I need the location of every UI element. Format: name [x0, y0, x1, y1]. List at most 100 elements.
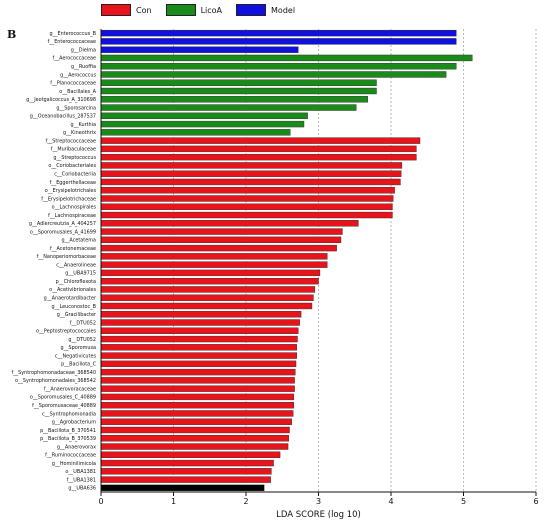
bar	[100, 286, 316, 293]
bar	[100, 120, 305, 128]
bar	[100, 302, 313, 310]
bar	[100, 162, 403, 169]
legend-swatch-licoa	[165, 4, 196, 16]
category-label: g__Acetatema	[61, 238, 96, 244]
x-tick-label: 0	[98, 497, 103, 506]
category-label: p__Chloroflexota	[56, 279, 96, 285]
legend: Con LicoA Model	[101, 4, 309, 16]
category-label: g__DTU052	[68, 337, 96, 343]
x-axis-title: LDA SCORE (log 10)	[276, 510, 361, 520]
legend-swatch-model	[236, 4, 267, 16]
bar	[100, 63, 457, 70]
bar	[100, 327, 299, 334]
bar	[100, 153, 417, 161]
bar	[100, 468, 272, 475]
category-label: f__Sporomusaceae_40889	[32, 403, 96, 409]
category-label: g__Dielma	[71, 47, 96, 53]
bar	[100, 418, 292, 425]
category-label: c__Coriobacteriia	[54, 171, 96, 177]
category-label: p__Bacillota_B_370541	[40, 428, 96, 434]
category-label: o__Bacillales_A	[59, 89, 96, 95]
x-tick-label: 3	[316, 497, 321, 506]
category-label: g__Ruoffia	[71, 64, 96, 70]
category-label: f__UBA1381	[67, 477, 96, 483]
category-label: o__Lachnospirales	[52, 205, 97, 211]
category-label: g__Adlercreutzia_A_404257	[29, 221, 96, 227]
bar	[100, 311, 302, 318]
category-label: f__Syntrophomonadaceae_368540	[12, 370, 97, 376]
bar	[100, 352, 297, 359]
bar	[100, 368, 296, 376]
legend-label-con: Con	[136, 5, 152, 15]
category-label: o__Peptostreptococcales	[36, 329, 96, 335]
legend-label-licoa: LicoA	[200, 5, 223, 15]
category-label: f__Streptococcaceae	[46, 138, 96, 144]
category-label: p__Bacillota_B_370539	[40, 436, 96, 442]
bar	[100, 385, 295, 392]
category-label: o__UBA1381	[65, 469, 96, 475]
bar	[100, 220, 359, 227]
bar	[100, 435, 289, 442]
legend-item-licoa: LicoA	[165, 4, 223, 16]
bar	[100, 195, 394, 202]
category-label: f__Muribaculaceae	[51, 147, 96, 153]
category-label: g__UBA636	[68, 486, 96, 492]
bar	[100, 211, 393, 219]
category-label: g__Sporomusa	[61, 345, 97, 351]
bar	[100, 277, 319, 285]
bar	[100, 46, 299, 53]
category-label: g__Sporosarcina	[56, 105, 96, 111]
bar	[100, 96, 368, 103]
bar	[100, 344, 297, 351]
category-label: f__Anaerovoracaceae	[44, 386, 96, 392]
category-label: g__Enterococcus_B	[49, 31, 96, 37]
bar	[100, 178, 401, 186]
bar	[100, 261, 328, 268]
category-label: g__Anaerovorax	[57, 444, 96, 450]
category-label: o__Sporomusales_A_41699	[30, 229, 96, 235]
bar	[100, 236, 342, 244]
bar	[100, 269, 321, 277]
category-label: f__Lachnospiraceae	[48, 213, 96, 219]
bar	[100, 137, 421, 144]
category-label: g__Aerococcus	[60, 72, 96, 78]
bar	[100, 476, 271, 483]
bar	[100, 451, 281, 458]
category-label: o__Acetivibrionales	[49, 287, 96, 293]
bar	[100, 459, 274, 467]
bar	[100, 170, 402, 177]
category-label: c__Anaerolineae	[56, 262, 96, 268]
category-label: f__Eggerthellaceae	[50, 180, 96, 186]
category-label: o__Sporomusales_C_40889	[30, 395, 96, 401]
x-tick-label: 6	[533, 497, 538, 506]
category-label: p__Bacillota_C	[61, 362, 96, 368]
category-label: g__Jeotgalicoccus_A_310698	[26, 97, 96, 103]
bar	[100, 335, 298, 343]
category-label: g__Oceanobacillus_287537	[30, 114, 96, 120]
bar	[100, 319, 300, 326]
legend-item-model: Model	[236, 4, 295, 16]
bar	[100, 187, 395, 194]
category-label: o__Coriobacteriales	[48, 163, 96, 169]
x-tick-label: 4	[388, 497, 393, 506]
bar	[100, 410, 294, 417]
category-label: o__Erysipelotrichales	[45, 188, 97, 194]
x-tick-label: 5	[461, 497, 466, 506]
bar	[100, 402, 295, 409]
category-label: g__Kineothrix	[63, 130, 96, 136]
category-label: f__Acetonemaceae	[50, 246, 96, 252]
legend-label-model: Model	[271, 5, 296, 15]
category-label: f__Planococcaceae	[50, 81, 96, 87]
bar	[100, 71, 447, 78]
category-label: g__Leuconostoc_B	[52, 304, 97, 310]
category-label: o__Syntrophomonadales_368542	[15, 378, 96, 384]
bar	[100, 87, 377, 95]
bar	[100, 79, 377, 86]
category-label: g__UBA9715	[65, 271, 96, 277]
category-label: f__Enterococcaceae	[48, 39, 96, 45]
panel-label: B	[7, 28, 17, 41]
category-label: g__Anaerotardibacter	[44, 296, 97, 302]
bar	[100, 38, 457, 45]
bar	[100, 294, 314, 301]
